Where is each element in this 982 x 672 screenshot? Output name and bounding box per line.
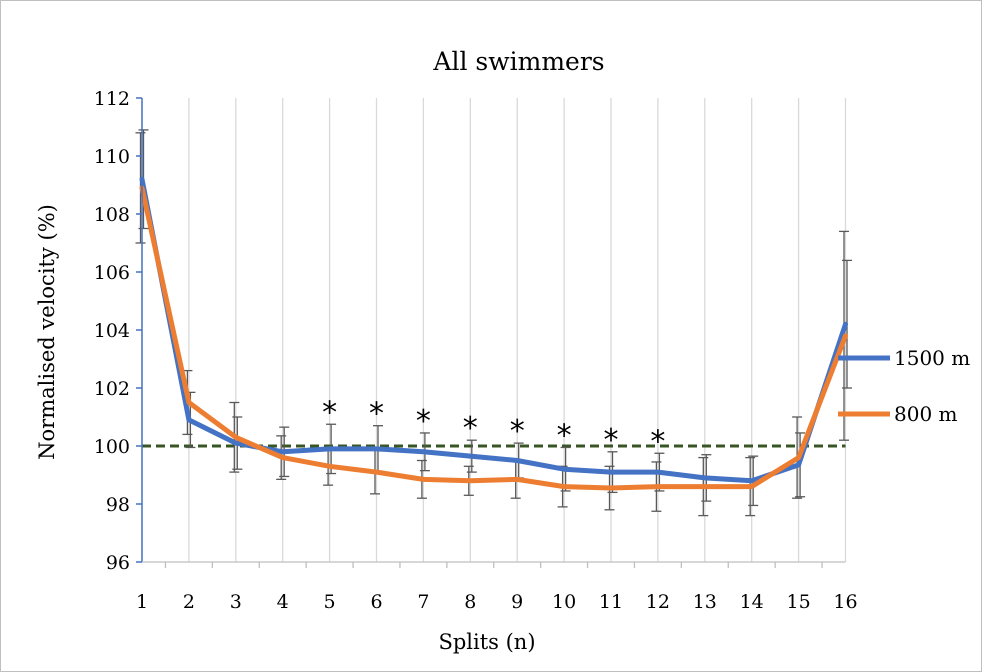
x-tick-label-1: 1	[136, 591, 148, 613]
x-tick-label-8: 8	[464, 591, 476, 613]
significance-star-6: *	[369, 397, 384, 432]
y-tick-label-102: 102	[94, 378, 130, 400]
x-tick-label-16: 16	[833, 591, 857, 613]
y-axis-title: Normalised velocity (%)	[35, 204, 59, 460]
x-tick-label-2: 2	[183, 591, 195, 613]
x-tick-label-12: 12	[646, 591, 670, 613]
significance-star-7: *	[416, 404, 431, 439]
grid-layer	[188, 98, 847, 562]
x-tick-label-7: 7	[417, 591, 429, 613]
chart-title: All swimmers	[432, 47, 604, 76]
x-tick-label-11: 11	[599, 591, 623, 613]
x-tick-label-13: 13	[693, 591, 717, 613]
x-tick-label-4: 4	[277, 591, 289, 613]
y-tick-label-104: 104	[94, 320, 130, 342]
y-tick-label-106: 106	[94, 262, 130, 284]
legend-label-2: 800 m	[894, 402, 958, 426]
x-tick-label-15: 15	[787, 591, 811, 613]
y-tick-label-108: 108	[94, 204, 130, 226]
series-layer	[139, 176, 848, 491]
x-tick-label-5: 5	[324, 591, 336, 613]
x-tick-label-3: 3	[230, 591, 242, 613]
y-tick-label-96: 96	[106, 552, 130, 574]
y-tick-label-112: 112	[94, 88, 130, 110]
x-tick-label-14: 14	[740, 591, 764, 613]
x-tick-label-6: 6	[370, 591, 382, 613]
significance-star-10: *	[557, 418, 572, 453]
legend: 1500 m 800 m	[838, 346, 970, 426]
y-tick-label-110: 110	[94, 146, 130, 168]
significance-star-8: *	[463, 411, 478, 446]
significance-star-11: *	[604, 423, 619, 458]
x-tick-label-10: 10	[552, 591, 576, 613]
significance-star-5: *	[322, 395, 337, 430]
significance-star-12: *	[650, 424, 665, 459]
x-tick-label-9: 9	[511, 591, 523, 613]
x-axis-title: Splits (n)	[438, 630, 535, 654]
y-tick-label-100: 100	[94, 436, 130, 458]
series-line-2	[139, 185, 848, 491]
series-line-1	[139, 176, 848, 484]
significance-layer: * * * * * * * *	[322, 395, 665, 459]
legend-label-1: 1500 m	[894, 346, 970, 370]
y-tick-label-98: 98	[106, 494, 130, 516]
significance-star-9: *	[510, 414, 525, 449]
